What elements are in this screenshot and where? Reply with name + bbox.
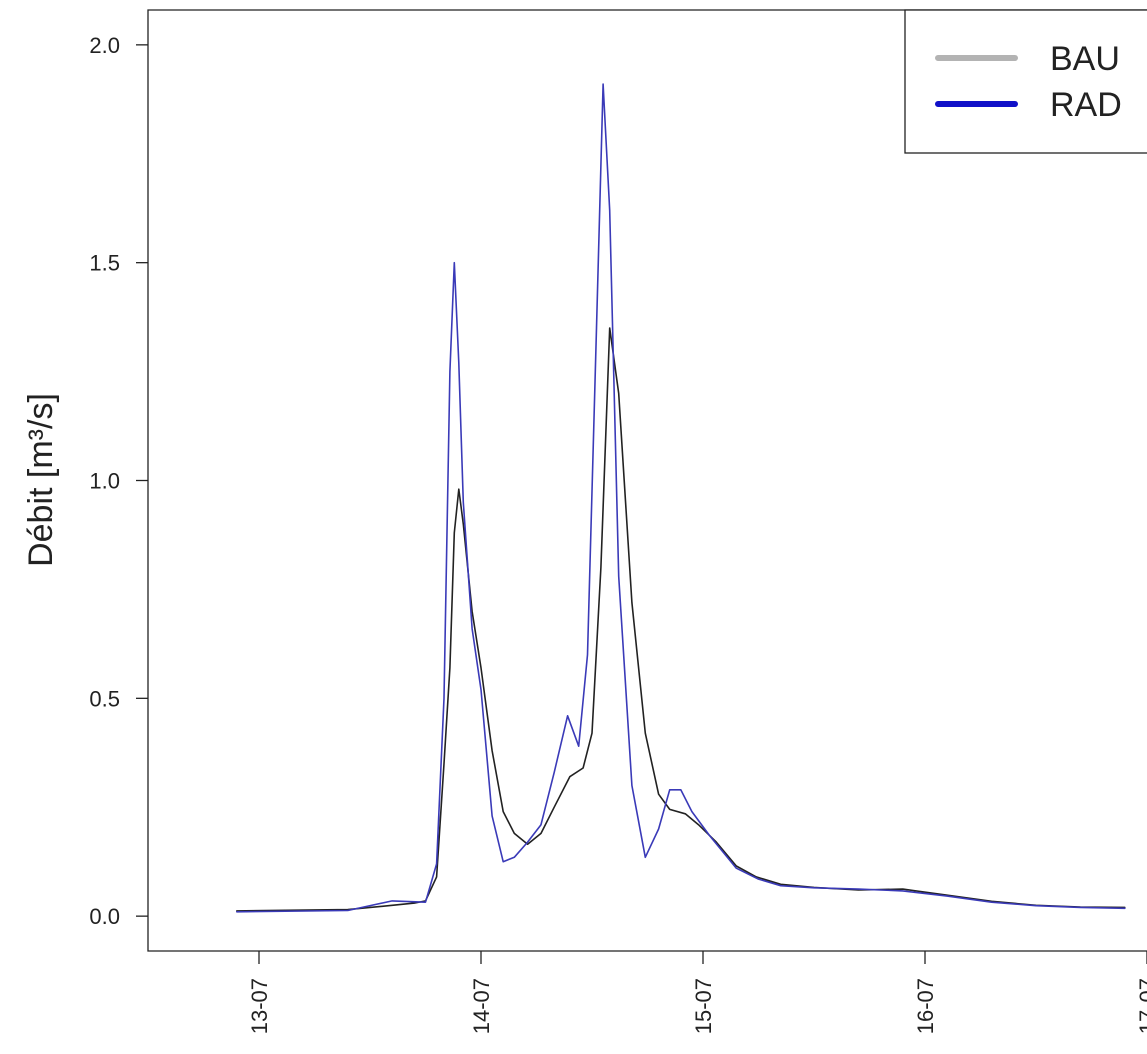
x-tick-label: 15-07 <box>691 978 716 1034</box>
y-tick-label: 0.0 <box>89 904 120 929</box>
legend-label-rad: RAD <box>1050 86 1122 124</box>
legend-box <box>904 9 1147 154</box>
y-tick-label: 1.5 <box>89 251 120 276</box>
series-line-rad <box>236 83 1126 913</box>
series-group <box>236 83 1126 913</box>
y-tick-label: 1.0 <box>89 469 120 494</box>
x-axis: 13-07 14-07 15-07 16-07 17-07 <box>247 951 1147 1034</box>
y-tick-label: 2.0 <box>89 33 120 58</box>
x-tick-label: 13-07 <box>247 978 272 1034</box>
x-tick-label: 14-07 <box>469 978 494 1034</box>
y-axis: 0.0 0.5 1.0 1.5 2.0 <box>89 33 148 929</box>
legend: BAU RAD <box>904 9 1147 154</box>
y-axis-label: Débit [m³/s] <box>22 393 60 567</box>
series-line-bau <box>236 327 1126 912</box>
x-tick-label: 16-07 <box>913 978 938 1034</box>
x-tick-label: 17-07 <box>1135 978 1147 1034</box>
y-tick-label: 0.5 <box>89 686 120 711</box>
legend-label-bau: BAU <box>1050 40 1120 78</box>
